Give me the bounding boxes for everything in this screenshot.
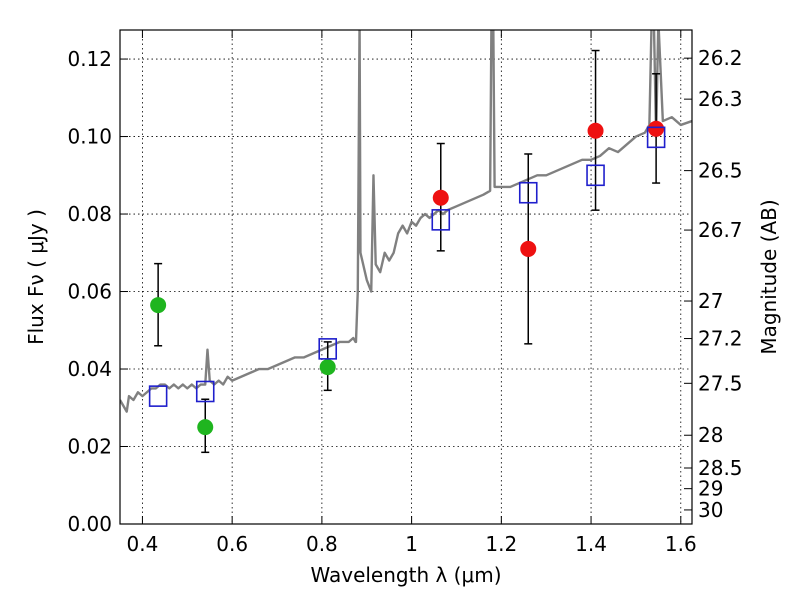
grid-lines — [120, 30, 692, 524]
model-square — [318, 338, 338, 360]
y-tick-label: 0.00 — [67, 512, 112, 536]
y-tick-label: 0.08 — [67, 202, 112, 226]
y-axis-label: Flux Fν ( μJy ) — [24, 209, 48, 345]
x-tick-label: 1.4 — [575, 532, 607, 556]
x-tick-label: 0.8 — [306, 532, 338, 556]
mag-tick-label: 27.2 — [698, 327, 743, 351]
model-square — [148, 385, 168, 407]
mag-tick-label: 27.5 — [698, 371, 743, 395]
model-square — [518, 181, 538, 204]
mag-tick-label: 28 — [698, 423, 723, 447]
y-tick-label: 0.10 — [67, 125, 112, 149]
axis-ticks: 0.4 0.6 0.8 1 1.2 1.4 1.6 0.00 0.02 0.04 0.06 0.08 0… — [67, 30, 743, 556]
y-tick-label: 0.02 — [67, 435, 112, 459]
mag-tick-label: 27 — [698, 289, 723, 313]
mag-tick-label: 29 — [698, 477, 723, 501]
mag-tick-label: 28.5 — [698, 456, 743, 480]
model-square — [431, 209, 451, 231]
mag-tick-label: 26.3 — [698, 87, 743, 111]
model-spectrum — [120, 30, 692, 413]
data-points — [148, 120, 666, 436]
mag-tick-label: 26.2 — [698, 46, 743, 70]
model-square — [195, 380, 215, 403]
y-tick-label: 0.06 — [67, 280, 112, 304]
data-point — [520, 240, 537, 257]
x-tick-label: 1.6 — [665, 532, 697, 556]
x-tick-label: 1 — [405, 532, 418, 556]
y-tick-label: 0.04 — [67, 357, 112, 381]
data-point — [432, 189, 449, 206]
right-axis-label: Magnitude (AB) — [757, 199, 781, 354]
x-tick-label: 0.6 — [216, 532, 248, 556]
plot-frame — [119, 29, 693, 525]
data-point — [197, 419, 214, 436]
mag-tick-label: 30 — [698, 498, 723, 522]
x-tick-label: 0.4 — [127, 532, 159, 556]
error-bars — [154, 49, 661, 454]
mag-tick-label: 26.7 — [698, 218, 743, 242]
x-tick-label: 1.2 — [485, 532, 517, 556]
data-point — [150, 297, 167, 314]
data-point — [587, 122, 604, 139]
mag-tick-label: 26.5 — [698, 159, 743, 183]
model-square — [586, 164, 605, 187]
x-axis-label: Wavelength λ (μm) — [310, 563, 501, 587]
data-point — [319, 359, 336, 376]
model-spectrum-line — [120, 30, 692, 413]
model-square — [646, 126, 666, 149]
data-point — [648, 120, 665, 137]
y-tick-label: 0.12 — [67, 47, 112, 71]
